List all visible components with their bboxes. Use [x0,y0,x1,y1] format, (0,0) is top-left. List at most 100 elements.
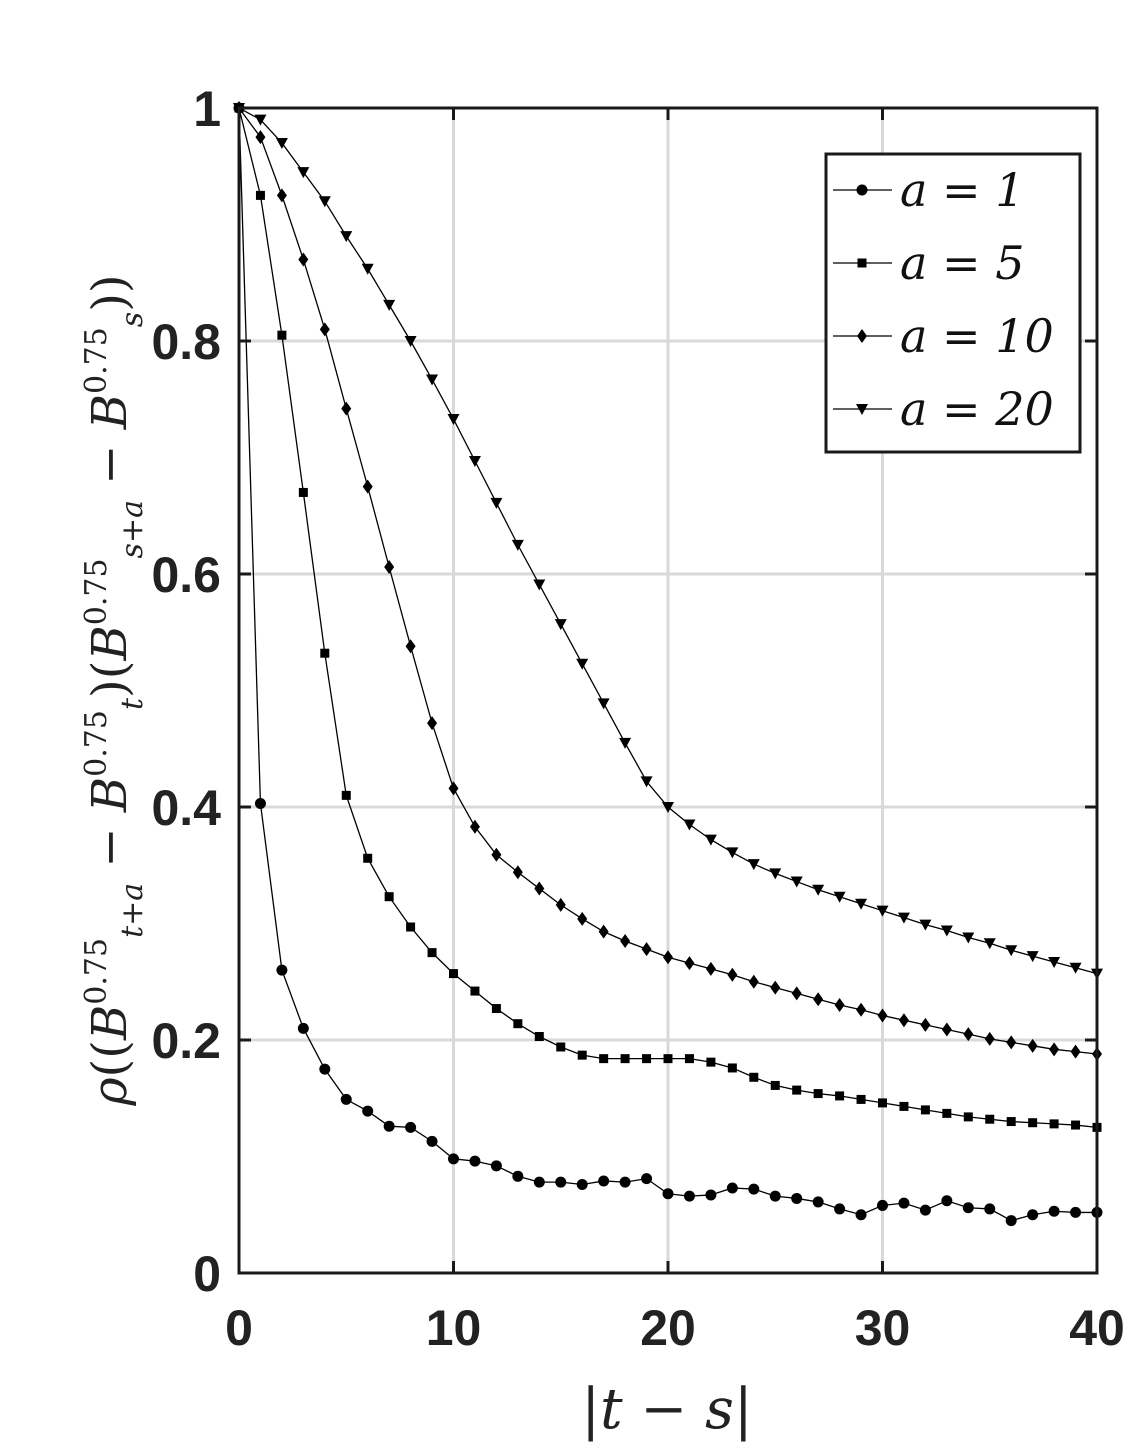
data-point [340,1093,352,1105]
data-point [898,1013,909,1028]
data-point [1006,1117,1016,1127]
data-point [319,1063,331,1075]
data-point [941,1195,953,1207]
data-point [384,560,395,575]
legend-marker [857,329,867,343]
series-layer [233,101,1103,1227]
data-point [663,1054,673,1064]
data-point [899,1101,909,1111]
legend-label: a = 10 [900,309,1054,363]
data-point [940,925,953,937]
data-point [834,998,845,1013]
data-point [599,1054,609,1064]
data-point [426,1135,438,1147]
data-point [404,336,417,347]
y-tick-label: 0 [193,1246,221,1302]
y-tick-label: 0.8 [151,314,221,370]
data-point [576,1178,588,1190]
legend-label: a = 5 [900,236,1024,290]
data-point [942,1108,952,1118]
data-point [513,1019,523,1029]
data-point [512,1170,524,1182]
data-point [791,1192,803,1204]
x-tick-labels: 0 10 20 30 40 [225,1300,1125,1356]
data-point [876,905,889,917]
data-point [490,497,503,509]
data-point [726,1182,738,1194]
data-point [554,619,567,631]
series-3 [234,101,1102,1061]
data-point [319,322,330,337]
data-point [704,834,717,846]
data-point [1026,951,1039,963]
data-point [984,1031,995,1046]
data-point [1027,1038,1038,1053]
data-point [406,922,416,932]
data-point [812,1196,824,1208]
data-point [641,1173,653,1185]
data-point [640,776,653,788]
data-point [898,1197,910,1209]
data-point [769,1190,781,1202]
data-point [985,1114,995,1124]
data-point [277,330,287,340]
data-point [727,1063,737,1073]
data-point [320,648,330,658]
data-point [878,1098,887,1108]
data-point [790,876,803,888]
data-point [748,974,759,989]
x-tick-label: 0 [225,1300,253,1356]
data-point [962,1202,974,1214]
data-point [254,798,266,810]
data-point [362,1105,374,1117]
data-point [920,1105,930,1115]
data-point [427,716,438,731]
data-point [577,911,588,926]
data-point [597,698,610,710]
data-point [748,1183,760,1195]
legend: a = 1 a = 5 a = 10 a = 20 [824,152,1082,454]
data-point [469,819,480,834]
data-point [983,938,996,950]
data-point [556,1042,566,1052]
data-point [405,639,416,654]
data-point [341,401,352,416]
legend-marker [856,184,868,196]
data-point [984,1203,996,1215]
data-point [1071,1120,1081,1130]
data-point [598,1175,610,1187]
data-point [1049,1119,1059,1129]
data-point [470,986,480,996]
data-point [298,252,309,267]
data-point [1027,1209,1039,1221]
data-point [684,1054,694,1064]
data-point [427,948,437,958]
data-point [833,891,846,903]
data-point [1006,1035,1017,1050]
y-tick-label: 0.6 [151,547,221,603]
data-point [663,950,673,965]
data-point [642,1054,652,1064]
data-point [491,1004,501,1014]
data-point [340,231,353,243]
data-point [405,1121,417,1133]
data-point [962,932,975,944]
legend-entry: a = 20 [833,382,1054,436]
data-point [1005,1215,1017,1227]
data-point [1005,945,1018,957]
data-point [770,980,781,995]
data-point [620,1054,630,1064]
data-point [683,1190,695,1202]
x-tick-label: 40 [1069,1300,1125,1356]
data-point [792,1085,802,1095]
data-point [448,781,459,796]
data-point [534,881,545,896]
data-point [705,1189,717,1201]
data-point [963,1112,973,1122]
data-point [362,479,373,494]
data-point [812,884,825,896]
y-tick-label: 0.4 [151,780,221,836]
data-point [555,1176,567,1188]
data-point [919,1204,931,1216]
data-point [920,1017,931,1032]
